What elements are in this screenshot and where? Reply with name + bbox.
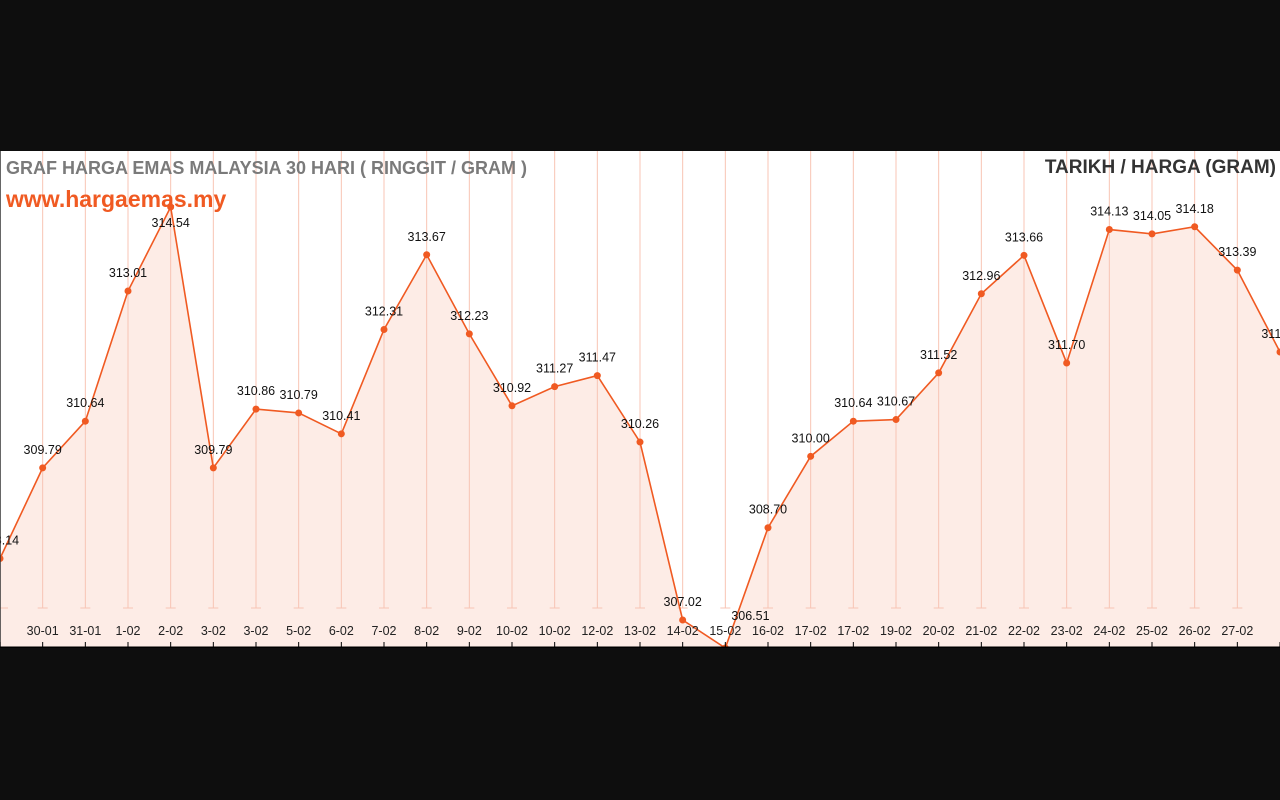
x-tick-label: 22-02 [1008, 624, 1040, 638]
data-label: 309.79 [24, 443, 62, 457]
x-tick-label: 6-02 [329, 624, 354, 638]
data-point [1233, 266, 1241, 274]
data-label: 311.47 [579, 351, 616, 365]
data-point [935, 369, 943, 377]
x-tick-label: 14-02 [667, 624, 699, 638]
data-label: 313.66 [1005, 230, 1043, 244]
x-tick-label: 9-02 [457, 624, 482, 638]
data-point [1276, 348, 1280, 356]
x-tick-label: 20-02 [923, 624, 955, 638]
x-tick-label: 7-02 [371, 624, 396, 638]
data-point [1020, 251, 1028, 259]
x-tick-label: 30-01 [27, 624, 59, 638]
x-tick-label: 1-02 [115, 624, 140, 638]
data-point [764, 524, 772, 532]
x-tick-label: 16-02 [752, 624, 784, 638]
data-label: 312.23 [450, 309, 488, 323]
data-label: 314.18 [1176, 202, 1214, 216]
chart-title: GRAF HARGA EMAS MALAYSIA 30 HARI ( RINGG… [6, 158, 528, 178]
data-label: 312.96 [962, 269, 1000, 283]
data-label: 312.31 [365, 304, 403, 318]
x-tick-label: 15-02 [709, 624, 741, 638]
data-point [679, 616, 687, 624]
data-point [636, 438, 644, 446]
x-tick-label: 19-02 [880, 624, 912, 638]
data-point [551, 383, 559, 391]
x-tick-label: 3-02 [243, 624, 268, 638]
data-label: 310.26 [621, 417, 659, 431]
data-label: 314.05 [1133, 209, 1171, 223]
x-tick-label: 27-02 [1221, 624, 1253, 638]
data-point [295, 409, 303, 417]
data-point [807, 452, 815, 460]
data-point [423, 251, 431, 259]
x-tick-label: 8-02 [414, 624, 439, 638]
x-tick-label: 12-02 [581, 624, 613, 638]
data-label: 313.39 [1218, 245, 1256, 259]
data-point [465, 330, 473, 338]
x-tick-label: 26-02 [1179, 624, 1211, 638]
data-label: 309.79 [194, 443, 232, 457]
data-label: 310.64 [834, 396, 872, 410]
data-point [1105, 226, 1113, 234]
data-point [892, 416, 900, 424]
data-label: 310.92 [493, 381, 531, 395]
data-label: 308.14 [0, 533, 19, 547]
data-point [124, 287, 132, 295]
data-point [0, 554, 4, 562]
data-point [593, 372, 601, 380]
data-point [209, 464, 217, 472]
legend-label: TARIKH / HARGA (GRAM) [1044, 157, 1276, 178]
data-point [508, 402, 516, 410]
data-label: 310.41 [322, 409, 360, 423]
data-label: 311.90 [1261, 327, 1280, 341]
x-tick-label: 21-02 [965, 624, 997, 638]
data-label: 310.67 [877, 395, 915, 409]
data-point [977, 290, 985, 298]
data-point [1063, 359, 1071, 367]
data-label: 314.13 [1090, 205, 1128, 219]
price-chart: 308.14 309.79 310.64 313.01 314.54 309.79 310.… [0, 151, 1280, 648]
x-tick-label: 31-01 [69, 624, 101, 638]
data-label: 314.54 [152, 216, 190, 230]
x-tick-label: 25-02 [1136, 624, 1168, 638]
x-tick-label: 3-02 [201, 624, 226, 638]
data-label: 311.70 [1048, 338, 1085, 352]
data-label: 313.01 [109, 266, 147, 280]
data-label: 311.27 [536, 362, 573, 376]
x-tick-label: 17-02 [795, 624, 827, 638]
data-point [337, 430, 345, 438]
data-label: 310.86 [237, 384, 275, 398]
data-point [1191, 223, 1199, 231]
data-label: 306.51 [731, 609, 769, 623]
data-label: 310.79 [280, 388, 318, 402]
x-tick-label: 23-02 [1051, 624, 1083, 638]
x-tick-label: 17-02 [837, 624, 869, 638]
data-point [1148, 230, 1156, 238]
data-label: 310.64 [66, 396, 104, 410]
data-label: 313.67 [408, 230, 446, 244]
data-point [849, 417, 857, 425]
data-point [380, 325, 388, 333]
data-label: 311.52 [920, 348, 957, 362]
x-tick-label: 2-02 [158, 624, 183, 638]
x-tick-label: 13-02 [624, 624, 656, 638]
data-point [39, 464, 47, 472]
data-label: 308.70 [749, 503, 787, 517]
data-point [167, 203, 175, 211]
data-point [252, 405, 260, 413]
area-fill [0, 207, 1280, 648]
x-tick-label: 10-02 [539, 624, 571, 638]
x-tick-label: 5-02 [286, 624, 311, 638]
x-tick-label: 24-02 [1093, 624, 1125, 638]
data-label: 310.00 [792, 431, 830, 445]
site-link[interactable]: www.hargaemas.my [6, 186, 227, 212]
data-point [81, 417, 89, 425]
chart-panel: 308.14 309.79 310.64 313.01 314.54 309.79 310.… [0, 151, 1280, 648]
data-label: 307.02 [664, 595, 702, 609]
x-tick-label: 10-02 [496, 624, 528, 638]
